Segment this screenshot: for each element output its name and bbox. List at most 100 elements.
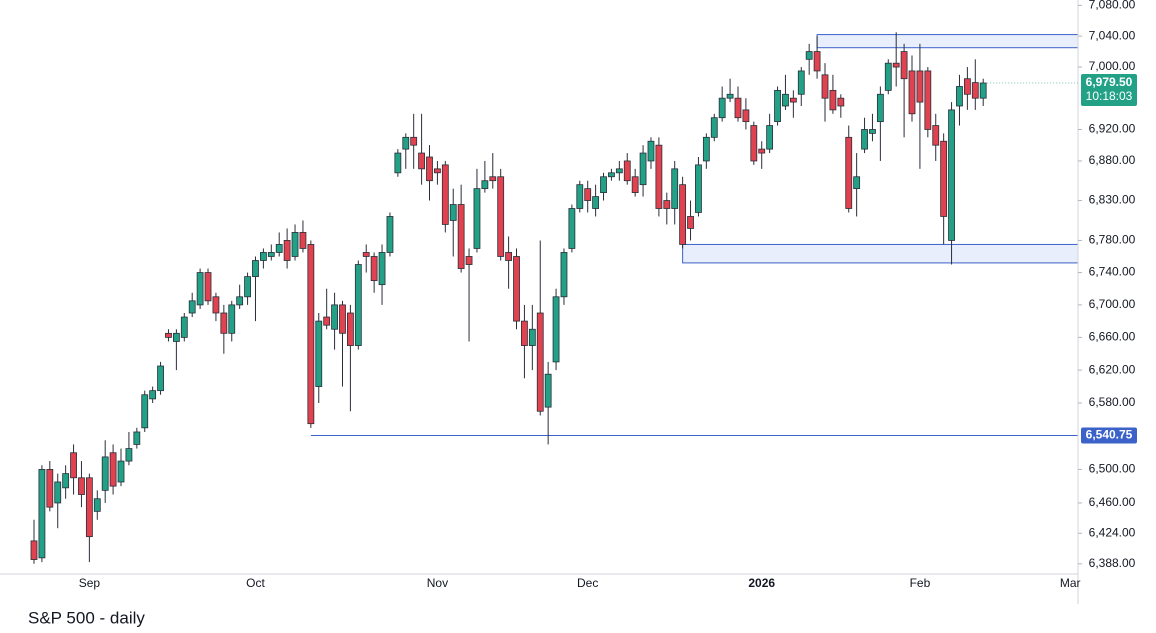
candle-body [267,252,275,257]
y-tick-label: 6,700.00 [1089,297,1136,311]
candle-body [710,117,718,138]
candle-body [362,252,370,257]
candle-body [370,256,378,282]
x-tick-label: Dec [577,576,598,590]
price-zone [816,34,1079,49]
candle-body [623,160,631,182]
candle-body [766,125,774,150]
caption: S&P 500 - daily [28,608,145,627]
candle-body [639,152,647,186]
candle-body [837,97,845,107]
candle-body [853,176,861,190]
candle-body [85,477,93,538]
candle-body [956,86,963,107]
candle-body [916,70,924,103]
candle-body [402,136,410,150]
candle-body [845,136,853,209]
candle-body [54,481,62,504]
candle-body [940,140,948,217]
candle-body [584,188,592,201]
candle-body [726,93,734,99]
candle-body [291,232,299,257]
candle-body [655,144,663,209]
candle-body [180,316,188,338]
candle-body [600,176,607,194]
candle-body [932,125,940,146]
countdown: 10:18:03 [1086,89,1133,103]
candle-body [62,473,70,489]
candle-body [331,304,338,330]
candle-body [149,390,157,400]
y-tick-label: 7,080.00 [1089,0,1136,12]
candle-body [702,136,710,162]
x-tick-label: Oct [246,576,265,590]
y-tick-label: 7,000.00 [1089,59,1136,73]
x-tick-label: Mar [1060,576,1081,590]
candle-body [212,296,220,314]
y-tick-label: 6,740.00 [1089,265,1136,279]
candle-body [346,312,354,346]
candle-body [188,300,196,314]
candle-body [497,176,505,257]
candle-body [963,78,971,95]
candle-body [157,365,164,392]
candle-body [813,51,821,72]
candle-body [615,168,623,174]
candle-body [861,129,868,150]
last-price-label: 6,979.50 [1086,75,1133,89]
candle-body [196,272,204,306]
candle-body [93,498,101,512]
candle-body [133,431,141,445]
candle-body [125,448,133,462]
candle-body [70,452,77,479]
candle-body [900,51,908,80]
y-tick-label: 6,424.00 [1089,525,1136,539]
candle-body [78,477,85,495]
candle-body [608,172,615,178]
candle-body [141,394,149,429]
x-tick-label: Feb [910,576,931,590]
candle-body [663,200,671,209]
candle-body [505,252,513,261]
candle-body [307,244,315,425]
y-tick-label: 6,388.00 [1089,556,1136,570]
y-tick-label: 6,830.00 [1089,193,1136,207]
candle-body [734,97,742,119]
candle-body [869,129,876,134]
candle-body [568,208,576,249]
y-tick-label: 6,580.00 [1089,395,1136,409]
candle-body [876,93,884,123]
candle-body [544,373,552,408]
candle-body [449,204,457,221]
candle-body [750,125,758,162]
candle-body [434,168,441,174]
candle-body [560,252,568,298]
candle-body [457,204,465,269]
candle-body [410,136,418,146]
candle-body [117,460,125,483]
candle-body [244,276,251,298]
candle-body [465,256,473,265]
candle-body [971,82,979,99]
candle-body [536,312,544,412]
candle-body [252,260,259,277]
candle-body [228,304,236,334]
candle-body [948,109,955,241]
y-tick-label: 6,460.00 [1089,495,1136,509]
candle-body [236,296,244,306]
price-zone [682,243,1079,264]
candle-body [259,252,267,261]
candle-body [979,82,987,99]
candle-body [821,74,829,99]
candle-body [884,62,892,91]
y-tick-label: 6,620.00 [1089,362,1136,376]
candle-body [774,89,781,123]
candle-body [220,312,228,334]
candle-body [323,316,331,326]
x-tick-label: Nov [427,576,448,590]
x-tick-label: Sep [79,576,101,590]
candle-body [101,456,109,491]
candle-body [908,70,916,115]
candle-body [426,156,433,182]
candle-body [829,89,837,111]
